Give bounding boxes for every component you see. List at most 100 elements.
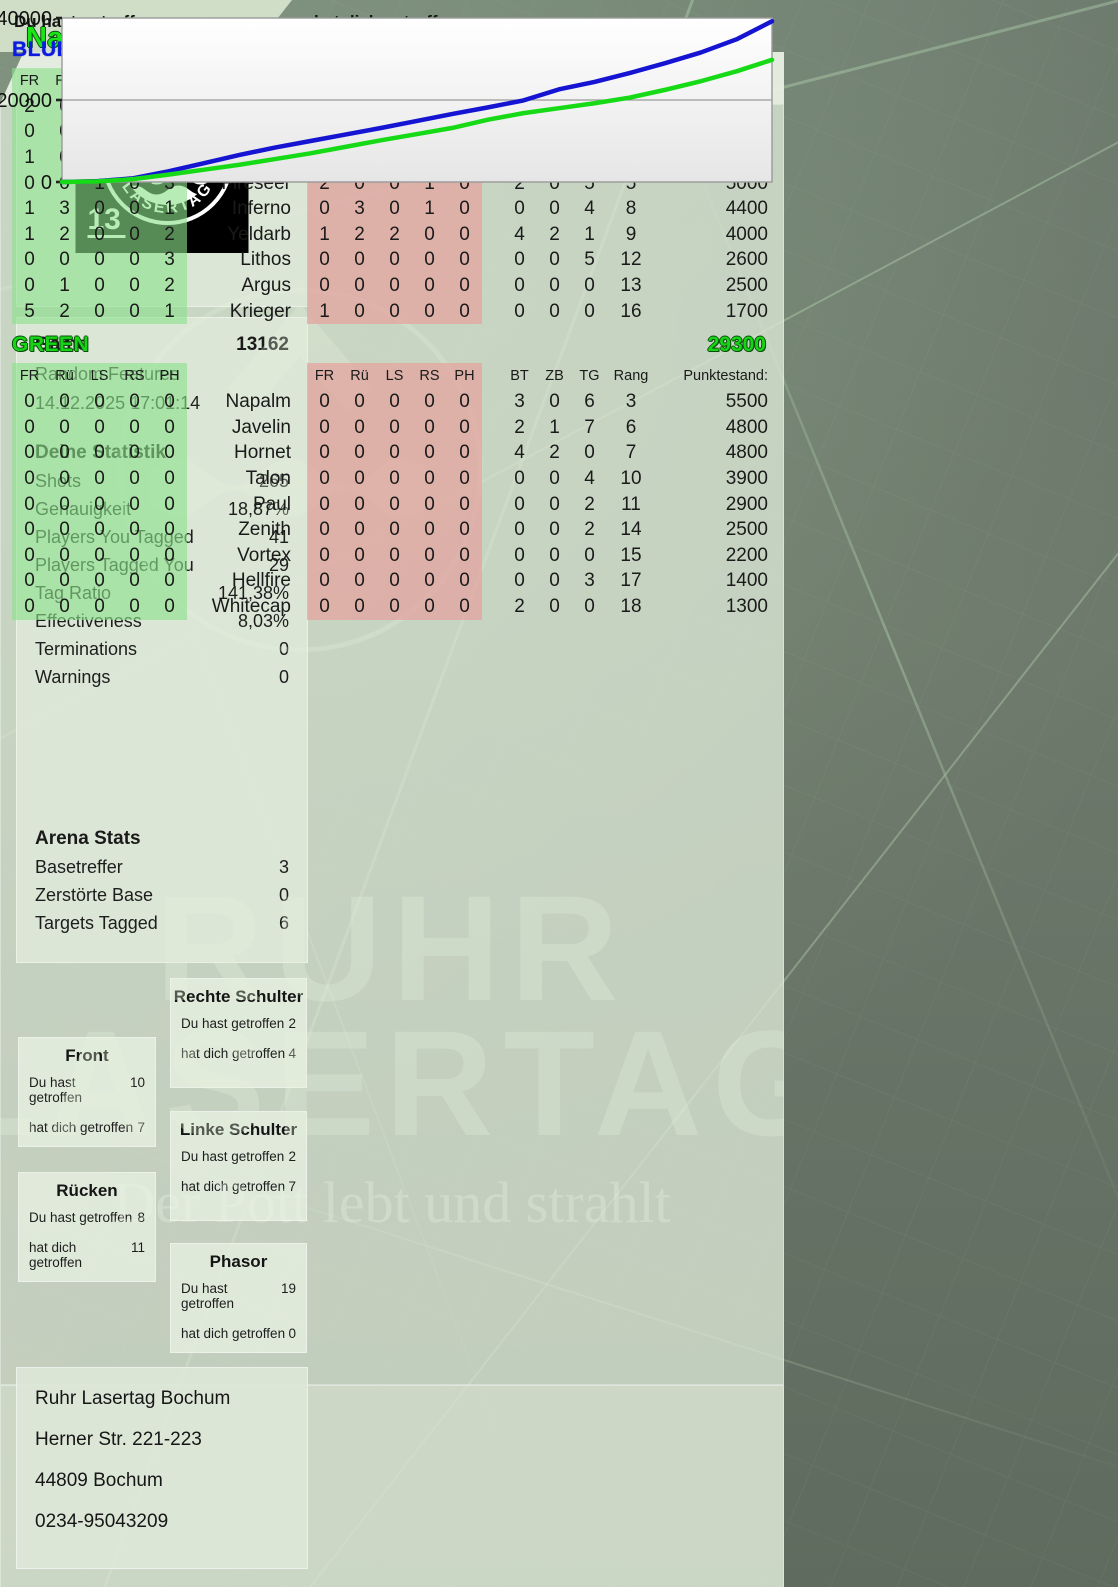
you-tagged-cell: 0 [82, 568, 117, 595]
tg-cell: 0 [584, 274, 595, 296]
tagged-you-cell: 0 [307, 440, 342, 467]
you-tagged-cell: 0 [47, 247, 82, 274]
tagged-you-cell: 0 [377, 517, 412, 543]
zb-cell: 0 [549, 467, 560, 489]
hitbox-out-value: 2 [288, 1149, 296, 1164]
tagged-you-cell: 0 [412, 594, 447, 620]
tagged-you-cell: 2 [377, 221, 412, 248]
you-tagged-cell: 5 [12, 298, 47, 325]
spacer [482, 222, 502, 248]
tagged-you-cell: 0 [307, 414, 342, 441]
table-row[interactable]: 0 0 0 0 0 Javelin 0 0 0 0 0 2 1 7 6 4800 [12, 414, 780, 441]
you-tagged-cell: 2 [152, 273, 187, 299]
tagged-you-cell: 0 [377, 298, 412, 325]
you-tagged-cell: 0 [82, 414, 117, 441]
arena-stat-row: Targets Tagged 6 [35, 913, 289, 934]
table-row[interactable]: 0 0 0 0 0 Whitecap 0 0 0 0 0 2 0 0 18 1300 [12, 594, 780, 620]
team-name: GREEN [12, 333, 90, 357]
you-tagged-cell: 0 [12, 594, 47, 620]
you-tagged-cell: 0 [12, 491, 47, 518]
game-row: Game 13162 [35, 334, 289, 356]
you-tagged-cell: 0 [47, 542, 82, 569]
hitbox-title: Front [65, 1046, 109, 1065]
tagged-you-cell: 0 [307, 247, 342, 274]
you-tagged-cell: 1 [12, 221, 47, 248]
arena-stats-title: Arena Stats [35, 828, 141, 849]
table-row[interactable]: 0 0 0 0 0 Zenith 0 0 0 0 0 0 0 2 14 2500 [12, 517, 780, 543]
bt-cell: 0 [514, 249, 525, 271]
hitbox-in-label: hat dich getroffen [29, 1120, 134, 1135]
table-row[interactable]: 1 3 0 0 1 Inferno 0 3 0 1 0 0 0 4 8 4400 [12, 196, 780, 222]
you-tagged-cell: 0 [82, 594, 117, 620]
tagged-you-cell: 0 [447, 247, 482, 274]
spacer [482, 299, 502, 325]
spacer [482, 441, 502, 467]
you-tagged-cell: 1 [152, 298, 187, 325]
tagged-you-cell: 0 [447, 298, 482, 325]
hitbox-in-value: 0 [288, 1326, 296, 1341]
you-tagged-cell: 0 [152, 542, 187, 569]
hitbox-title: Linke Schulter [179, 1120, 298, 1139]
address-line: Ruhr Lasertag Bochum [35, 1388, 231, 1409]
table-row[interactable]: 0 0 0 0 3 Lithos 0 0 0 0 0 0 0 5 12 2600 [12, 247, 780, 274]
game-label: Game [35, 334, 88, 355]
points-cell: 2600 [725, 249, 768, 271]
table-row[interactable]: 0 0 0 0 0 Hellfire 0 0 0 0 0 0 0 3 17 1400 [12, 568, 780, 595]
table-header-row: FR Rü LS RS PH FR Rü LS RS PH BT ZB TG Rang Punktestan… [12, 363, 780, 390]
col-header-points: Punktestand: [683, 368, 768, 385]
table-row[interactable]: 5 2 0 0 1 Krieger 1 0 0 0 0 0 0 0 16 1700 [12, 298, 780, 325]
stat-value: 8,03% [237, 611, 289, 631]
you-tagged-cell: 0 [12, 247, 47, 274]
tagged-you-cell: 3 [342, 196, 377, 222]
hitbox-out-value: 19 [280, 1281, 296, 1296]
you-tagged-cell: 0 [12, 517, 47, 543]
table-row[interactable]: 0 0 0 0 0 Vortex 0 0 0 0 0 0 0 0 15 2200 [12, 542, 780, 569]
points-cell: 4800 [725, 442, 768, 464]
tagged-you-cell: 0 [377, 247, 412, 274]
you-tagged-cell: 0 [152, 594, 187, 620]
table-row[interactable]: 0 0 0 0 0 Paul 0 0 0 0 0 0 0 2 11 2900 [12, 491, 780, 518]
zb-cell: 0 [549, 519, 560, 541]
tagged-you-cell: 0 [342, 568, 377, 595]
points-cell: 2500 [725, 519, 768, 541]
you-tagged-cell: 0 [82, 517, 117, 543]
points-cell: 4400 [725, 198, 768, 220]
tg-cell: 2 [584, 493, 595, 515]
zb-cell: 0 [549, 300, 560, 322]
table-row[interactable]: 0 1 0 0 2 Argus 0 0 0 0 0 0 0 0 13 2500 [12, 273, 780, 299]
tg-cell: 0 [584, 442, 595, 464]
col-header-taken-PH: PH [447, 363, 482, 390]
you-tagged-cell: 0 [47, 466, 82, 492]
col-header-LS: LS [82, 363, 117, 390]
bt-cell: 2 [514, 595, 525, 617]
address-line: 44809 Bochum [35, 1470, 163, 1491]
tagged-you-cell: 0 [412, 491, 447, 518]
tagged-you-cell: 0 [307, 389, 342, 415]
table-row[interactable]: 0 0 0 0 0 Talon 0 0 0 0 0 0 0 4 10 3900 [12, 466, 780, 492]
tagged-you-cell: 0 [447, 517, 482, 543]
venue-address-panel: Ruhr Lasertag Bochum Herner Str. 221-223 4… [16, 1367, 308, 1569]
team-total-score: 29300 [707, 333, 766, 357]
tagged-you-cell: 0 [447, 221, 482, 248]
you-tagged-cell: 0 [117, 247, 152, 274]
tagged-you-cell: 2 [342, 221, 377, 248]
bt-cell: 0 [514, 519, 525, 541]
table-row[interactable]: 0 0 0 0 0 Hornet 0 0 0 0 0 4 2 0 7 4800 [12, 440, 780, 467]
tagged-you-cell: 0 [307, 542, 342, 569]
points-cell: 1300 [725, 595, 768, 617]
bt-cell: 0 [514, 493, 525, 515]
col-header-Rü: Rü [47, 363, 82, 390]
tagged-you-cell: 0 [377, 594, 412, 620]
hitbox-out-label: Du hast getroffen [181, 1281, 235, 1311]
tagged-you-cell: 0 [307, 517, 342, 543]
table-row[interactable]: 1 2 0 0 2 Yeldarb 1 2 2 0 0 4 2 1 9 4000 [12, 221, 780, 248]
spacer [482, 363, 502, 389]
tagged-you-cell: 0 [377, 542, 412, 569]
bt-cell: 0 [514, 274, 525, 296]
stat-value: 18,87% [227, 499, 289, 519]
table-row[interactable]: 0 0 0 0 0 Napalm 0 0 0 0 0 3 0 6 3 5500 [12, 389, 780, 415]
tagged-you-cell: 0 [307, 568, 342, 595]
you-tagged-cell: 0 [47, 594, 82, 620]
you-tagged-cell: 0 [117, 221, 152, 248]
you-tagged-cell: 0 [117, 196, 152, 222]
